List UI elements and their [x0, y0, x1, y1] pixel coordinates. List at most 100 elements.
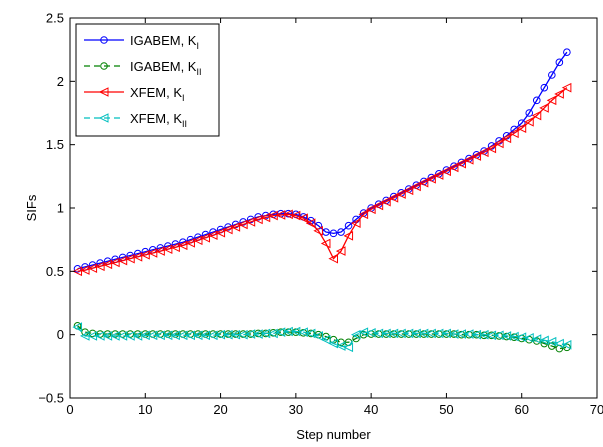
legend-entry-name: XFEM, K [130, 85, 182, 100]
legend-entry-subscript: I [182, 93, 185, 103]
x-axis-label: Step number [296, 427, 371, 442]
data-point [102, 259, 113, 270]
data-point [268, 328, 278, 339]
y-tick-label: 0.5 [46, 264, 64, 279]
x-tick-label: 20 [213, 402, 227, 417]
y-axis-label: SIFs [24, 194, 39, 221]
legend-entry-subscript: II [196, 67, 201, 77]
data-point [525, 109, 534, 117]
data-point [238, 219, 248, 230]
legend-entry: XFEM, KII [130, 111, 187, 129]
data-point [418, 177, 429, 188]
data-point [147, 248, 158, 258]
tick-layer: 0 10 20 30 40 50 60 70−0.500.511.522.5 [38, 11, 603, 418]
data-point [548, 71, 556, 79]
data-point [87, 263, 98, 273]
data-point [155, 246, 165, 256]
data-point [200, 232, 211, 243]
data-point [433, 170, 444, 180]
data-point [471, 151, 482, 161]
data-point [343, 231, 354, 241]
legend-entry-subscript: I [196, 41, 199, 51]
legend-entry: IGABEM, KII [130, 59, 201, 77]
data-point [396, 189, 406, 199]
data-point [253, 214, 263, 225]
x-tick-label: 10 [138, 402, 152, 417]
data-point [298, 327, 308, 337]
data-point [411, 181, 421, 192]
data-point [463, 155, 474, 165]
data-point [358, 209, 369, 220]
y-tick-label: 1 [57, 201, 64, 216]
data-point [403, 185, 414, 196]
data-point [350, 218, 361, 229]
data-point [546, 336, 557, 347]
legend-entry: IGABEM, KI [130, 33, 199, 51]
data-point [192, 235, 203, 246]
legend-entry-name: XFEM, K [130, 111, 182, 126]
data-point [516, 123, 527, 134]
data-point [561, 82, 572, 93]
data-point [125, 253, 135, 264]
data-point [177, 240, 188, 251]
y-tick-label: 2.5 [46, 11, 64, 26]
data-point [245, 217, 256, 227]
data-point [335, 246, 346, 256]
data-point [313, 225, 323, 236]
data-point [486, 143, 497, 154]
data-point [531, 334, 542, 344]
data-point [320, 334, 331, 345]
data-point [337, 228, 345, 236]
data-point [215, 227, 226, 238]
y-tick-label: −0.5 [38, 391, 64, 406]
data-point [79, 265, 90, 275]
data-point [117, 255, 128, 266]
legend-marker [98, 113, 109, 123]
legend-entry-name: IGABEM, K [130, 33, 197, 48]
data-point [441, 166, 451, 177]
data-point [373, 200, 384, 211]
x-tick-label: 30 [289, 402, 303, 417]
series-3 [72, 322, 572, 353]
data-point [494, 138, 504, 149]
series-line [77, 87, 568, 272]
data-point [546, 95, 557, 106]
data-point [531, 110, 542, 121]
data-point [222, 224, 233, 235]
x-tick-label: 40 [364, 402, 378, 417]
data-point [554, 338, 564, 349]
legend-box [75, 23, 220, 137]
data-point [548, 342, 556, 350]
data-point [72, 266, 83, 277]
data-point [448, 162, 459, 173]
data-point [260, 212, 271, 223]
data-point [328, 338, 338, 349]
data-point [539, 103, 549, 113]
data-point [313, 331, 323, 341]
legend-marker [98, 87, 109, 97]
data-point [426, 174, 436, 184]
data-point [162, 244, 173, 254]
data-point [305, 218, 316, 229]
series-2 [72, 82, 572, 277]
data-point [563, 48, 571, 57]
data-point [539, 335, 549, 346]
legend-entry: XFEM, KI [130, 85, 185, 103]
data-point [509, 128, 519, 139]
data-point [343, 342, 354, 353]
data-point [335, 341, 346, 351]
data-point [72, 322, 83, 332]
data-point [388, 193, 399, 203]
y-tick-label: 1.5 [46, 137, 64, 152]
x-tick-label: 60 [514, 402, 528, 417]
data-point [328, 253, 338, 264]
data-point [532, 96, 541, 105]
legend-marker [100, 36, 108, 44]
series-layer [72, 48, 572, 353]
data-point [305, 328, 316, 339]
data-point [132, 251, 143, 262]
data-point [524, 117, 534, 127]
data-point [230, 222, 241, 232]
